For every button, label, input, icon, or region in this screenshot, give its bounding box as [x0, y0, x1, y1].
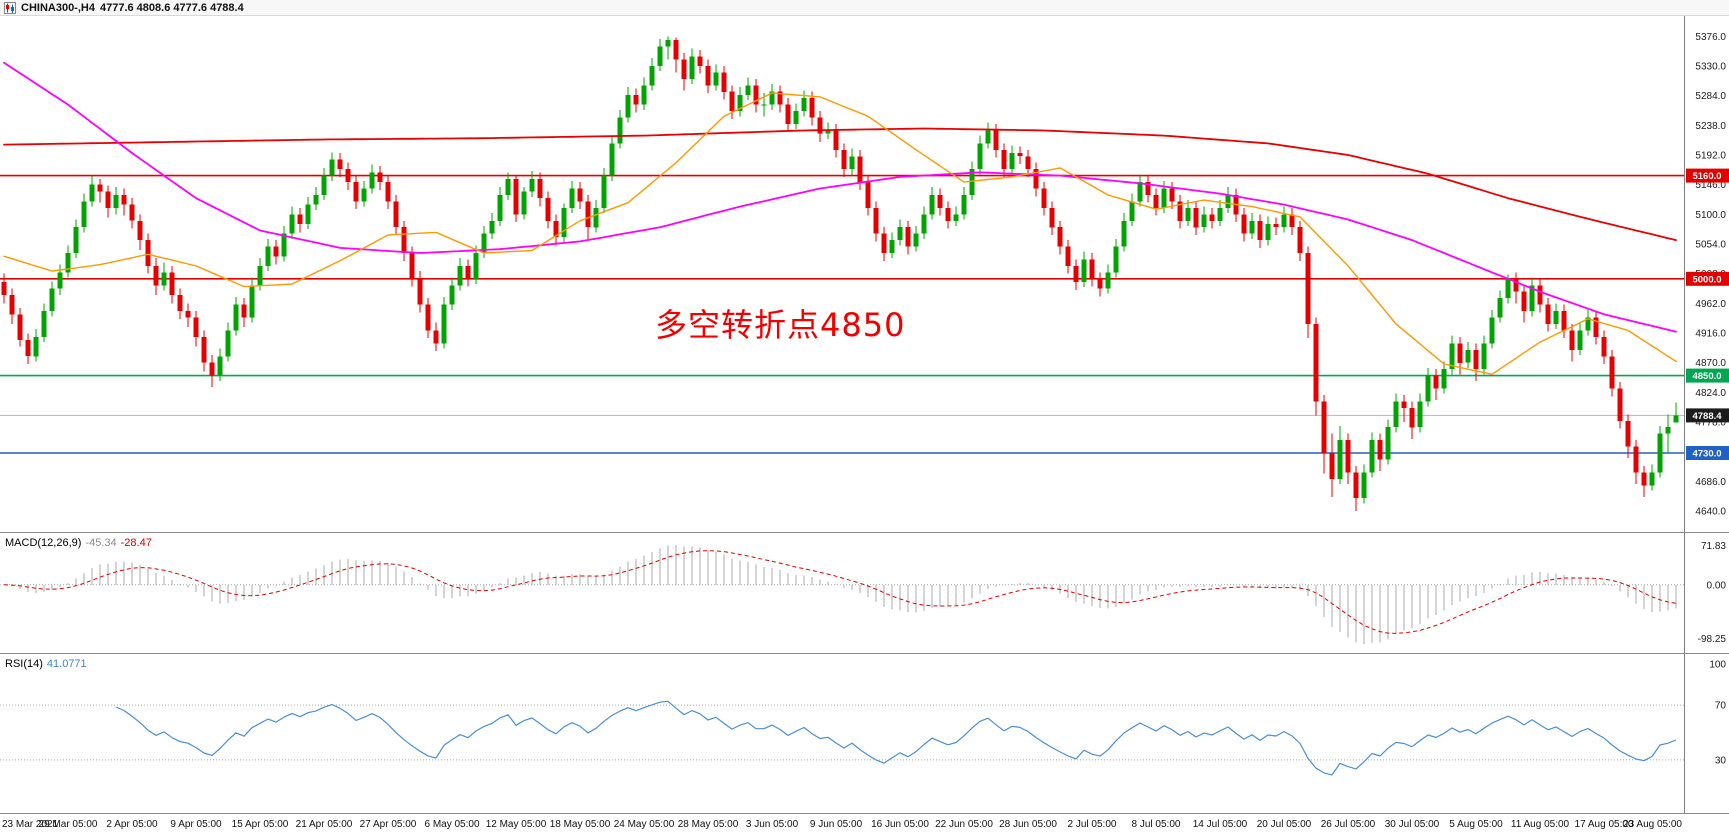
time-axis-label: 2 Jul 05:00 — [1067, 819, 1117, 830]
time-axis-label: 18 May 05:00 — [549, 819, 611, 830]
svg-text:4850.0: 4850.0 — [1692, 371, 1721, 382]
price-tick: 4640.0 — [1695, 507, 1726, 518]
time-axis-label: 21 Apr 05:00 — [295, 819, 353, 830]
price-scale[interactable]: 5376.0 5330.0 5284.0 5238.0 5192.0 5146.0 5100… — [1684, 16, 1727, 532]
price-tag-4730.0: 4730.0 — [1686, 446, 1729, 460]
time-axis-label: 28 May 05:00 — [677, 819, 739, 830]
rsi-axis-label: 70 — [1715, 701, 1727, 712]
time-axis-label: 5 Aug 05:00 — [1449, 819, 1503, 830]
price-tick: 4778.0 — [1695, 418, 1726, 429]
time-axis-label: 6 May 05:00 — [424, 819, 480, 830]
price-tags: 5160.0 5000.0 4850.0 4730.0 4788.4 — [1686, 168, 1729, 460]
macd-canvas[interactable]: 71.83 0.00 -98.25 — [0, 533, 1729, 653]
time-axis-label: 24 May 05:00 — [613, 819, 675, 830]
price-tick: 4916.0 — [1695, 329, 1726, 340]
rsi-axis-label: 100 — [1709, 660, 1726, 671]
price-tick: 5192.0 — [1695, 151, 1726, 162]
svg-text:5160.0: 5160.0 — [1692, 171, 1721, 182]
time-axis-label: 12 May 05:00 — [485, 819, 547, 830]
chart-title-ohlc: 4777.6 4808.6 4777.6 4788.4 — [99, 1, 244, 14]
macd-label: MACD(12,26,9) -45.34 -28.47 — [5, 537, 152, 549]
price-tag-4850.0: 4850.0 — [1686, 368, 1729, 383]
price-tick: 4686.0 — [1695, 477, 1726, 488]
time-axis-label: 14 Jul 05:00 — [1192, 819, 1248, 830]
chart-title-symbol: CHINA300-,H4 — [21, 1, 95, 14]
rsi-panel: 100 70 30 RSI(14) 41.0771 — [0, 653, 1729, 813]
price-chart-canvas[interactable]: 5376.0 5330.0 5284.0 5238.0 5192.0 5146.0 5100… — [0, 16, 1729, 532]
chart-icon — [4, 1, 16, 14]
macd-axis-label: 71.83 — [1701, 541, 1726, 552]
candles-layer — [1, 36, 1679, 512]
rsi-axis-label: 30 — [1715, 755, 1727, 766]
time-axis-label: 11 Aug 05:00 — [1510, 819, 1570, 830]
rsi-value: 41.0771 — [46, 658, 87, 670]
time-axis-label: 29 Mar 05:00 — [38, 819, 98, 830]
price-tick: 5376.0 — [1695, 32, 1726, 43]
time-axis-label: 3 Jun 05:00 — [745, 819, 799, 830]
rsi-name: RSI(14) — [5, 658, 43, 670]
svg-text:4730.0: 4730.0 — [1692, 449, 1721, 460]
level-lines[interactable] — [0, 174, 1684, 454]
time-axis-label: 27 Apr 05:00 — [359, 819, 417, 830]
price-tick: 4824.0 — [1695, 388, 1726, 399]
rsi-canvas[interactable]: 100 70 30 — [0, 654, 1729, 813]
time-axis[interactable]: 23 Mar 2021 29 Mar 05:00 2 Apr 05:00 9 Apr … — [0, 813, 1729, 837]
time-axis-label: 9 Jun 05:00 — [809, 819, 863, 830]
price-tick: 4962.0 — [1695, 299, 1726, 310]
svg-text:4788.4: 4788.4 — [1692, 411, 1722, 422]
time-axis-label: 15 Apr 05:00 — [231, 819, 289, 830]
time-axis-label: 16 Jun 05:00 — [871, 819, 929, 830]
ma-line-mid-magenta — [3, 61, 1677, 333]
rsi-line — [115, 700, 1677, 776]
price-tick: 5238.0 — [1695, 121, 1726, 132]
price-tag-5000.0: 5000.0 — [1686, 271, 1729, 286]
ma-line-slow-red — [3, 127, 1677, 242]
price-tick: 5100.0 — [1695, 210, 1726, 221]
price-tick: 5054.0 — [1695, 240, 1726, 251]
macd-axis-label: -98.25 — [1698, 634, 1727, 645]
ma-line-fast-orange — [3, 92, 1677, 375]
time-axis-label: 17 Aug 05:00 — [1574, 819, 1634, 830]
price-tick: 5284.0 — [1695, 91, 1726, 102]
chart-window-titlebar[interactable]: CHINA300-,H4 4777.6 4808.6 4777.6 4788.4 — [0, 0, 1729, 16]
price-tag-5160.0: 5160.0 — [1686, 168, 1729, 183]
macd-main-value: -45.34 — [85, 537, 117, 549]
current-price-tag: 4788.4 — [1686, 408, 1729, 423]
time-axis-label: 23 Aug 05:00 — [1623, 819, 1682, 830]
price-tick: 4870.0 — [1695, 358, 1726, 369]
time-axis-label: 30 Jul 05:00 — [1384, 819, 1440, 830]
time-axis-label: 20 Jul 05:00 — [1256, 819, 1312, 830]
time-axis-label: 23 Mar 2021 — [2, 819, 59, 830]
time-axis-label: 28 Jun 05:00 — [999, 819, 1057, 830]
macd-signal-line — [3, 550, 1677, 634]
time-axis-label: 2 Apr 05:00 — [106, 819, 158, 830]
macd-name: MACD(12,26,9) — [5, 537, 82, 549]
svg-text:5000.0: 5000.0 — [1692, 274, 1721, 285]
macd-axis-label: 0.00 — [1707, 580, 1727, 591]
macd-signal-value: -28.47 — [120, 537, 152, 549]
time-axis-label: 8 Jul 05:00 — [1131, 819, 1181, 830]
price-tick: 5330.0 — [1695, 61, 1726, 72]
price-tick: 5146.0 — [1695, 180, 1726, 191]
time-axis-label: 22 Jun 05:00 — [935, 819, 993, 830]
macd-panel: 71.83 0.00 -98.25 MACD(12,26,9) -45.34 -28.4… — [0, 532, 1729, 653]
macd-histogram — [11, 545, 1677, 644]
time-axis-label: 26 Jul 05:00 — [1320, 819, 1376, 830]
rsi-label: RSI(14) 41.0771 — [5, 658, 87, 670]
main-price-panel: 5376.0 5330.0 5284.0 5238.0 5192.0 5146.0 5100… — [0, 16, 1729, 532]
time-axis-label: 9 Apr 05:00 — [170, 819, 222, 830]
